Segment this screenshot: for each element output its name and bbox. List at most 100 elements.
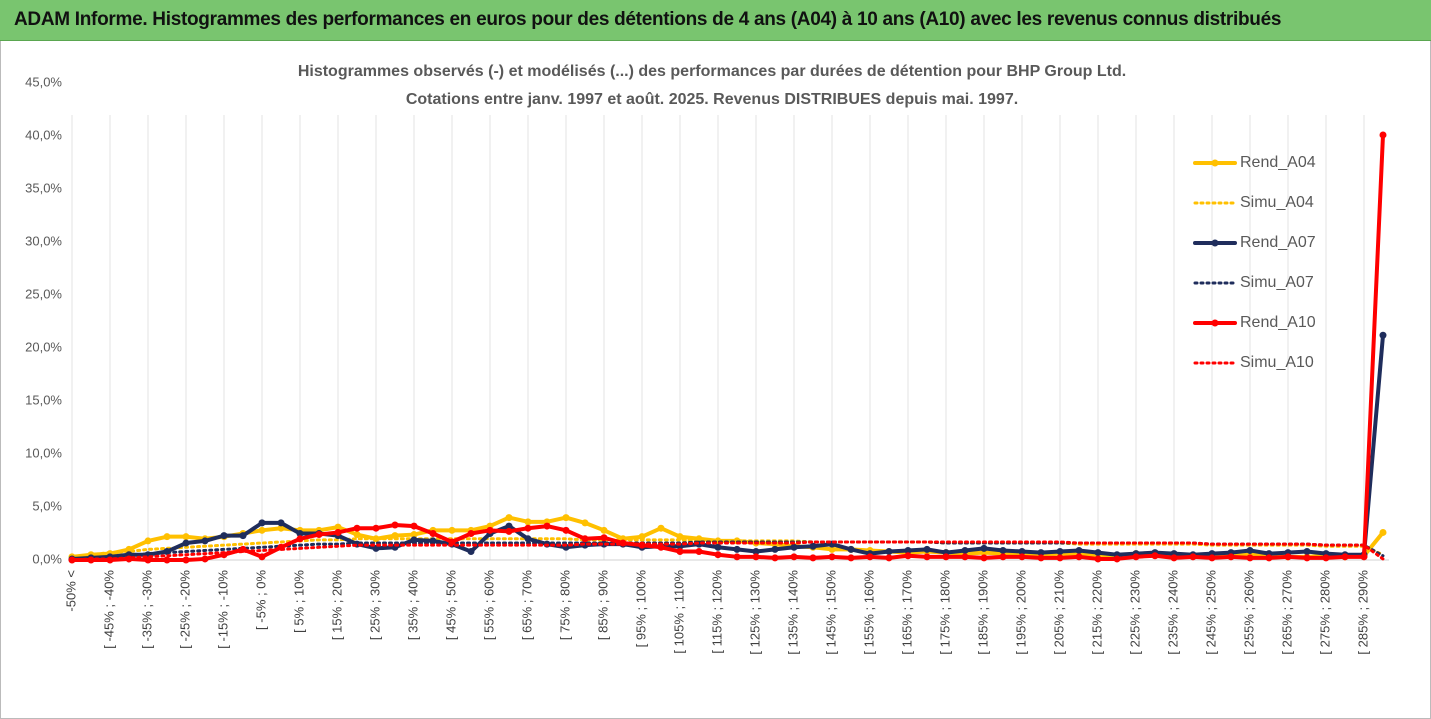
series-line xyxy=(70,333,1385,561)
series-marker xyxy=(581,519,589,527)
y-tick-label: 45,0% xyxy=(25,74,62,89)
series-marker xyxy=(391,521,399,529)
series-marker xyxy=(600,526,608,534)
x-tick-label: [ -45% ; -40% xyxy=(101,570,116,649)
x-tick-label: [ -25% ; -20% xyxy=(177,570,192,649)
chart-subtitle: Cotations entre janv. 1997 et août. 2025… xyxy=(406,91,1018,108)
series-marker xyxy=(334,528,342,536)
series-marker xyxy=(1037,554,1045,562)
x-tick-label: [ 65% ; 70% xyxy=(519,570,534,641)
x-tick-label: [ 45% ; 50% xyxy=(443,570,458,641)
x-tick-label: [ 25% ; 30% xyxy=(367,570,382,641)
series-marker xyxy=(771,554,779,562)
series-marker xyxy=(562,526,570,534)
series-marker xyxy=(1341,553,1349,561)
series-marker xyxy=(847,554,855,562)
series-marker xyxy=(733,545,741,553)
series-marker xyxy=(923,545,931,553)
series-marker xyxy=(163,556,171,564)
x-tick-label: -50% < xyxy=(63,570,78,612)
series-marker xyxy=(1018,548,1026,556)
series-marker xyxy=(980,554,988,562)
series-marker xyxy=(828,545,836,553)
series-marker xyxy=(809,542,817,550)
series-marker xyxy=(1151,552,1159,560)
series-marker xyxy=(277,524,285,532)
header: ADAM Informe. Histogrammes des performan… xyxy=(0,0,1431,41)
x-tick-label: [ 5% ; 10% xyxy=(291,570,306,633)
series-marker xyxy=(961,553,969,561)
chart-title: Histogrammes observés (-) et modélisés (… xyxy=(298,63,1126,80)
x-tick-label: [ 275% ; 280% xyxy=(1317,570,1332,655)
series-marker xyxy=(885,554,893,562)
x-tick-label: [ 115% ; 120% xyxy=(709,570,724,654)
series-marker xyxy=(1189,553,1197,561)
series-marker xyxy=(543,522,551,530)
series-marker xyxy=(1056,548,1064,556)
series-marker xyxy=(600,534,608,542)
series-marker xyxy=(904,552,912,560)
legend-label: Simu_A07 xyxy=(1240,274,1314,291)
series-marker xyxy=(999,546,1007,554)
y-tick-label: 10,0% xyxy=(25,445,62,460)
series-marker xyxy=(258,526,266,534)
series-marker xyxy=(771,545,779,553)
series-line xyxy=(70,540,1385,562)
legend-marker xyxy=(1211,159,1219,167)
series-marker xyxy=(923,553,931,561)
series-marker xyxy=(714,551,722,559)
series-marker xyxy=(201,555,209,563)
x-tick-label: [ 265% ; 270% xyxy=(1279,570,1294,655)
series-marker xyxy=(695,548,703,556)
series-marker xyxy=(296,535,304,543)
series-marker xyxy=(1170,554,1178,562)
series-marker xyxy=(752,548,760,556)
x-tick-label: [ 35% ; 40% xyxy=(405,570,420,641)
series-marker xyxy=(182,556,190,564)
series-marker xyxy=(1113,555,1121,563)
page-title: ADAM Informe. Histogrammes des performan… xyxy=(14,9,1282,30)
x-tick-label: [ 135% ; 140% xyxy=(785,570,800,655)
series-marker xyxy=(505,514,513,522)
series-marker xyxy=(1246,554,1254,562)
x-tick-label: [ 165% ; 170% xyxy=(899,570,914,655)
series-marker xyxy=(885,548,893,556)
series-marker xyxy=(296,530,304,537)
series-marker xyxy=(1246,546,1254,554)
x-tick-label: [ 75% ; 80% xyxy=(557,570,572,641)
series-marker xyxy=(467,548,475,556)
series-marker xyxy=(201,537,209,545)
x-tick-label: [ 95% ; 100% xyxy=(633,570,648,648)
x-tick-label: [ 185% ; 190% xyxy=(975,570,990,655)
series-marker xyxy=(1284,553,1292,561)
series-marker xyxy=(1075,553,1083,561)
series-marker xyxy=(1265,554,1273,562)
series-marker xyxy=(733,553,741,561)
series-marker xyxy=(524,518,532,526)
series-marker xyxy=(220,532,228,540)
series-marker xyxy=(163,533,171,541)
legend-label: Rend_A04 xyxy=(1240,154,1316,171)
series-marker xyxy=(505,522,513,530)
series-marker xyxy=(467,530,475,537)
series-marker xyxy=(1227,553,1235,561)
series-line xyxy=(70,132,1385,562)
series-marker xyxy=(182,539,190,547)
series-marker xyxy=(1360,553,1368,561)
series-marker xyxy=(1379,131,1387,139)
series-marker xyxy=(315,531,323,539)
x-tick-label: [ 285% ; 290% xyxy=(1355,570,1370,655)
series-marker xyxy=(1208,554,1216,562)
legend-label: Simu_A10 xyxy=(1240,354,1314,371)
x-tick-label: [ -5% ; 0% xyxy=(253,570,268,630)
series-marker xyxy=(524,535,532,543)
y-tick-label: 25,0% xyxy=(25,286,62,301)
x-tick-label: [ 175% ; 180% xyxy=(937,570,952,655)
series-marker xyxy=(1037,549,1045,557)
x-tick-label: [ 215% ; 220% xyxy=(1089,570,1104,655)
series-marker xyxy=(828,553,836,561)
series-marker xyxy=(410,522,418,530)
series-marker xyxy=(790,543,798,551)
x-tick-label: [ 85% ; 90% xyxy=(595,570,610,641)
